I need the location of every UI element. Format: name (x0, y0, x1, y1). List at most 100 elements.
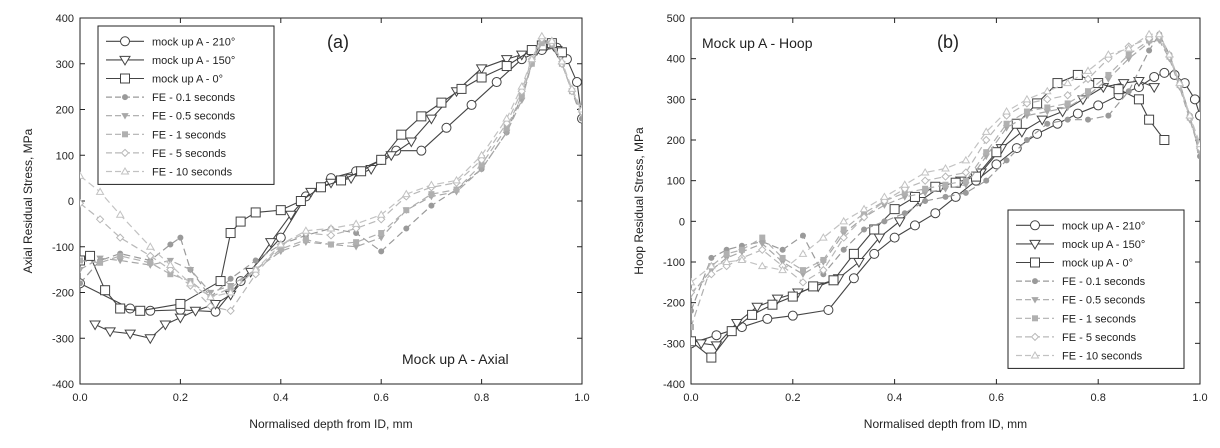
data-point (159, 320, 172, 331)
data-point (730, 319, 743, 329)
data-point (466, 99, 477, 110)
legend-label: mock up A - 150° (1062, 239, 1145, 251)
data-point (1093, 100, 1104, 111)
y-tick-label: 400 (667, 54, 685, 66)
data-point (818, 233, 828, 241)
panel-annotation: Mock up A - Axial (402, 351, 509, 367)
data-point (930, 181, 941, 192)
data-point (206, 302, 215, 311)
data-point (706, 261, 716, 270)
data-point (873, 233, 886, 244)
legend-marker (119, 55, 131, 66)
data-point (859, 213, 869, 222)
data-point (326, 223, 336, 232)
data-point (1052, 78, 1063, 89)
data-point (115, 210, 125, 218)
series-7 (691, 29, 1200, 286)
legend-marker (120, 36, 130, 47)
data-point (758, 245, 767, 255)
data-point (115, 233, 125, 242)
data-point (726, 326, 737, 337)
legend-marker (1031, 297, 1039, 304)
data-point (798, 249, 808, 257)
data-point (1159, 67, 1170, 78)
series-line (691, 33, 1200, 283)
data-point (227, 275, 234, 282)
data-point (251, 265, 261, 273)
y-axis-label: Axial Residual Stress, MPa (21, 128, 35, 273)
panel-annotation: Mock up A - Hoop (702, 35, 813, 51)
data-point (880, 192, 889, 200)
y-tick-label: -200 (663, 298, 685, 310)
data-point (1197, 153, 1200, 160)
series-line (691, 35, 1200, 293)
data-point (820, 256, 827, 263)
data-point (1085, 88, 1092, 95)
data-point (941, 172, 950, 181)
data-point (930, 208, 941, 219)
data-point (385, 151, 398, 162)
data-point (145, 305, 156, 316)
y-tick-label: 300 (56, 59, 74, 71)
x-tick-label: 0.2 (785, 392, 800, 404)
data-point (80, 257, 84, 264)
legend-marker (1030, 257, 1040, 268)
data-point (165, 260, 175, 269)
data-point (250, 207, 261, 218)
x-tick-label: 1.0 (1192, 392, 1207, 404)
series-2 (80, 38, 567, 316)
data-point (97, 259, 104, 266)
data-point (427, 180, 436, 188)
data-point (961, 168, 971, 177)
legend-label: FE - 0.1 seconds (152, 92, 236, 104)
data-point (920, 168, 930, 176)
data-point (971, 171, 982, 182)
data-point (556, 47, 567, 58)
legend-marker (120, 73, 130, 84)
data-point (326, 231, 336, 240)
data-point (711, 330, 722, 341)
data-point (378, 230, 385, 237)
data-point (396, 129, 407, 140)
data-point (428, 191, 435, 198)
data-point (1011, 143, 1022, 154)
data-point (1195, 139, 1200, 148)
data-point (1043, 95, 1052, 104)
data-point (861, 226, 868, 233)
data-point (135, 305, 146, 316)
data-point (808, 281, 819, 292)
data-point (1022, 94, 1032, 103)
data-point (840, 226, 847, 233)
data-point (177, 234, 184, 241)
data-point (691, 277, 696, 286)
data-point (491, 77, 502, 88)
data-point (758, 241, 766, 248)
data-point (840, 246, 847, 253)
data-point (799, 232, 806, 239)
data-point (215, 276, 226, 287)
data-point (859, 204, 869, 213)
data-point (1117, 79, 1130, 90)
data-point (1023, 108, 1030, 115)
data-point (477, 150, 486, 159)
data-point (893, 217, 906, 228)
legend-marker (120, 148, 130, 158)
data-point (353, 239, 360, 246)
data-point (691, 307, 694, 314)
legend-label: FE - 5 seconds (1062, 332, 1136, 344)
data-point (799, 267, 806, 274)
data-point (567, 84, 577, 92)
y-tick-label: -400 (663, 379, 685, 391)
data-point (1149, 71, 1160, 82)
data-point (95, 215, 105, 224)
data-point (80, 199, 85, 208)
data-point (1175, 78, 1185, 87)
data-point (757, 261, 767, 270)
data-point (147, 259, 154, 266)
x-tick-label: 0.6 (989, 392, 1004, 404)
data-point (787, 310, 798, 321)
data-point (547, 36, 557, 44)
data-point (779, 246, 786, 253)
data-point (991, 159, 1002, 170)
data-point (819, 265, 828, 275)
